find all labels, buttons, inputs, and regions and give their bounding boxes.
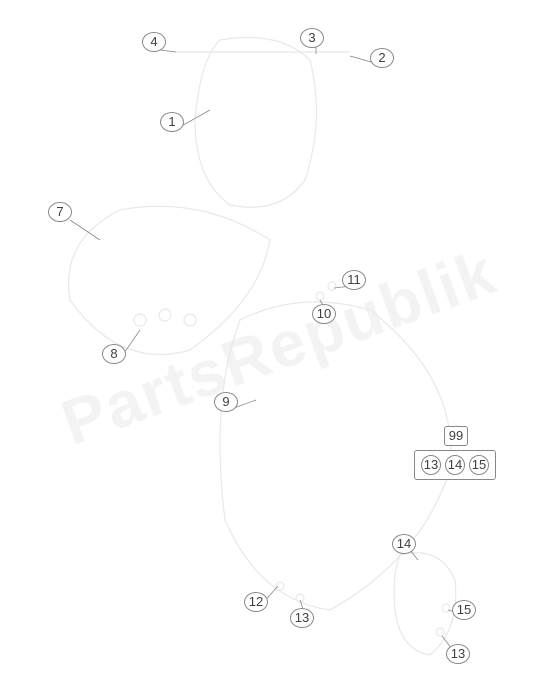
callout-1[interactable]: 1 <box>160 112 184 132</box>
leader-7 <box>70 220 100 240</box>
callout-label: 15 <box>452 600 476 620</box>
group-item: 13 <box>421 455 441 475</box>
callout-label: 3 <box>300 28 324 48</box>
callout-label: 2 <box>370 48 394 68</box>
exploded-diagram: PartsRepublik <box>0 0 557 694</box>
callout-10[interactable]: 10 <box>312 304 336 324</box>
callout-7[interactable]: 7 <box>48 202 72 222</box>
callout-2[interactable]: 2 <box>370 48 394 68</box>
callout-label: 11 <box>342 270 366 290</box>
callout-15[interactable]: 15 <box>452 600 476 620</box>
callout-3[interactable]: 3 <box>300 28 324 48</box>
callout-label: 9 <box>214 392 238 412</box>
callout-label: 8 <box>102 344 126 364</box>
callout-label: 10 <box>312 304 336 324</box>
group-item: 14 <box>445 455 465 475</box>
callout-label: 14 <box>392 534 416 554</box>
callout-12[interactable]: 12 <box>244 592 268 612</box>
callout-8[interactable]: 8 <box>102 344 126 364</box>
callout-9[interactable]: 9 <box>214 392 238 412</box>
callout-11[interactable]: 11 <box>342 270 366 290</box>
callout-label: 7 <box>48 202 72 222</box>
leader-lines-svg <box>0 0 557 694</box>
callout-label: 13 <box>446 644 470 664</box>
callout-label: 13 <box>290 608 314 628</box>
group-99-contents: 13 14 15 <box>414 450 496 480</box>
callout-99[interactable]: 99 <box>444 426 468 446</box>
callout-13b[interactable]: 13 <box>446 644 470 664</box>
callout-label: 99 <box>444 426 468 446</box>
callout-13[interactable]: 13 <box>290 608 314 628</box>
group-item: 15 <box>469 455 489 475</box>
callout-label: 12 <box>244 592 268 612</box>
callout-label: 1 <box>160 112 184 132</box>
callout-14[interactable]: 14 <box>392 534 416 554</box>
callout-label: 4 <box>142 32 166 52</box>
callout-4[interactable]: 4 <box>142 32 166 52</box>
